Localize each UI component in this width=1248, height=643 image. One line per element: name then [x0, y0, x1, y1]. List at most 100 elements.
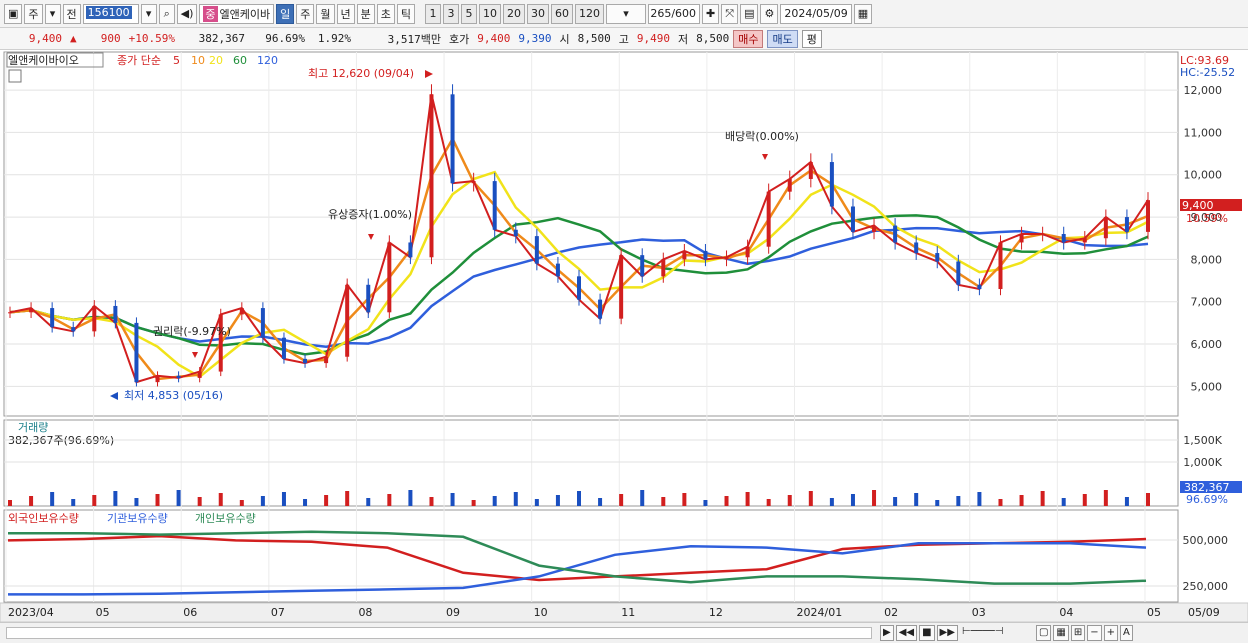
x-tick-label: 10 — [534, 606, 548, 619]
step-30[interactable]: 30 — [527, 3, 550, 24]
x-tick-label: 05 — [1147, 606, 1161, 619]
candle-body — [661, 259, 666, 277]
stock-chart[interactable]: 5,000 6,000 7,000 8,000 9,000 10,000 11,000 12,… — [0, 50, 1248, 622]
tab-tick[interactable]: 틱 — [396, 3, 416, 24]
candle-body — [450, 94, 455, 184]
volume-bar — [850, 494, 855, 506]
holding-legend-item: 기관보유수량 — [107, 512, 168, 525]
volume-bar — [113, 491, 118, 506]
volume-bar — [366, 498, 371, 506]
candle-body — [640, 255, 645, 277]
candle-body — [260, 308, 265, 338]
grid-icon[interactable]: ▦ — [1053, 625, 1069, 641]
zoom-out-icon[interactable]: − — [1087, 625, 1102, 641]
candle-body — [471, 181, 476, 184]
period-select-weekly[interactable]: 주 — [24, 3, 43, 24]
tab-yearly[interactable]: 년 — [336, 3, 355, 24]
tab-weekly[interactable]: 주 — [296, 3, 315, 24]
step-120[interactable]: 120 — [575, 3, 605, 24]
volume-bar — [766, 499, 771, 506]
font-size-icon[interactable]: A — [1120, 625, 1133, 641]
code-dropdown-icon[interactable]: ▾ — [140, 3, 157, 24]
step-20[interactable]: 20 — [503, 3, 526, 24]
holding-legend-item: 외국인보유수량 — [8, 512, 79, 525]
zoom-in-icon[interactable]: + — [1103, 625, 1119, 641]
zoom-slider[interactable]: ⊢────⊣ — [961, 626, 1004, 637]
window-icon[interactable]: ▣ — [4, 3, 23, 24]
play-icon[interactable]: ▶ — [880, 625, 894, 641]
candle-body — [197, 371, 202, 378]
tab-minute[interactable]: 분 — [356, 3, 375, 24]
y-tick-label: 12,000 — [1184, 84, 1223, 97]
tab-daily[interactable]: 일 — [276, 3, 295, 24]
candle-body — [724, 257, 729, 260]
step-60[interactable]: 60 — [551, 3, 574, 24]
candle-body — [766, 191, 771, 247]
gear-icon[interactable]: ⚙ — [760, 3, 779, 24]
draw-tool-icon[interactable]: ⤧ — [721, 3, 739, 24]
high-arrow-icon — [425, 70, 433, 78]
x-tick-label-end: 05/09 — [1188, 606, 1220, 619]
ma-line-120 — [9, 226, 1149, 348]
candle-body — [29, 308, 34, 313]
y-tick-label: 9,000 — [1191, 211, 1223, 224]
layout-icon[interactable]: ▢ — [1035, 625, 1052, 641]
trade-amount: 3,517백만 — [387, 32, 441, 46]
count-input[interactable]: 265/600 — [648, 3, 701, 24]
stock-name-field[interactable]: 중 엘앤케이바 — [199, 3, 275, 24]
volume-bar — [176, 490, 181, 506]
legend-frame — [6, 52, 104, 68]
chevron-down-icon[interactable]: ▾ — [44, 3, 61, 24]
rewind-icon[interactable]: ◀◀ — [895, 625, 918, 641]
dividend-marker-icon — [762, 154, 768, 160]
forward-icon[interactable]: ▶▶ — [936, 625, 958, 641]
volume-bar — [893, 497, 898, 506]
indicator-icon[interactable]: ⊞ — [1070, 625, 1086, 641]
candle-body — [998, 242, 1003, 290]
rights-annotation: 유상증자(1.00%) — [328, 208, 412, 221]
volume-bar — [1040, 491, 1045, 506]
x-tick-label: 06 — [183, 606, 197, 619]
tab-monthly[interactable]: 월 — [316, 3, 335, 24]
volume-bar — [1019, 495, 1024, 506]
step-1[interactable]: 1 — [425, 3, 442, 24]
volume-bar — [956, 496, 961, 506]
volume-bar — [724, 496, 729, 506]
y-tick-label: 10,000 — [1184, 169, 1223, 182]
x-tick-label: 07 — [271, 606, 285, 619]
average-button[interactable]: 평 — [801, 29, 822, 48]
candle-body — [155, 375, 160, 383]
volume-tag-value: 382,367 — [1184, 481, 1230, 494]
step-dropdown[interactable]: ▾ — [606, 3, 647, 24]
stop-icon[interactable]: ■ — [919, 625, 935, 641]
step-5[interactable]: 5 — [461, 3, 478, 24]
step-3[interactable]: 3 — [443, 3, 460, 24]
search-icon[interactable]: ⌕ — [158, 3, 175, 24]
horizontal-scrollbar[interactable] — [6, 627, 872, 639]
volume-bar — [935, 500, 940, 506]
x-tick-label: 11 — [621, 606, 635, 619]
volume-bar — [324, 495, 329, 506]
save-icon[interactable]: ▤ — [740, 3, 759, 24]
calendar-icon[interactable]: ▦ — [853, 3, 873, 24]
prev-select[interactable]: 전 — [62, 3, 81, 24]
ex-rights-marker-icon — [192, 352, 198, 358]
x-axis-strip — [0, 602, 1248, 622]
candle-body — [893, 225, 898, 243]
y-tick-label: 11,000 — [1184, 126, 1223, 139]
date-input[interactable]: 2024/05/09 — [780, 3, 852, 24]
buy-button[interactable]: 매수 — [733, 29, 764, 48]
tab-second[interactable]: 초 — [376, 3, 395, 24]
volume-bar — [239, 500, 244, 506]
sell-button[interactable]: 매도 — [767, 29, 798, 48]
stock-code-input[interactable]: 156100 — [82, 3, 139, 24]
stock-name-legend: 엘앤케이바이오 — [8, 54, 79, 67]
candle-body — [1061, 234, 1066, 243]
open-label: 시 — [559, 32, 570, 46]
candle-body — [113, 305, 118, 323]
sound-icon[interactable]: ◀) — [176, 3, 198, 24]
crosshair-icon[interactable]: ✚ — [702, 3, 720, 24]
volume-bar — [218, 493, 223, 506]
holding-line — [8, 542, 1147, 596]
step-10[interactable]: 10 — [479, 3, 502, 24]
